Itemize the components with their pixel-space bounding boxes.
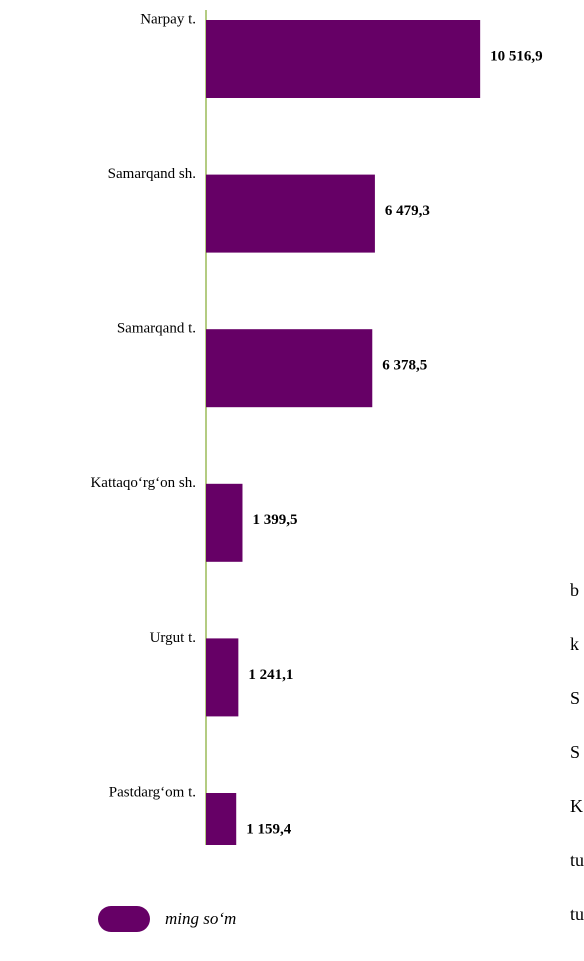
legend-label: ming so‘m bbox=[165, 909, 236, 928]
category-label: Urgut t. bbox=[150, 630, 196, 646]
legend-swatch bbox=[98, 906, 150, 932]
data-label: 1 159,4 bbox=[246, 821, 292, 837]
side-text: b bbox=[570, 580, 579, 600]
bar bbox=[206, 20, 481, 98]
side-text: k bbox=[570, 634, 579, 654]
category-label: Samarqand t. bbox=[117, 321, 196, 337]
category-label: Narpay t. bbox=[140, 11, 196, 27]
bar bbox=[206, 174, 375, 253]
data-label: 1 241,1 bbox=[248, 667, 293, 683]
side-text: tu bbox=[570, 904, 584, 924]
category-label: Samarqand sh. bbox=[108, 166, 196, 182]
bar bbox=[206, 638, 239, 717]
data-label: 1 399,5 bbox=[252, 512, 297, 528]
data-label: 6 479,3 bbox=[385, 203, 430, 219]
plot bbox=[206, 20, 481, 845]
category-label: Pastdarg‘om t. bbox=[109, 784, 196, 800]
category-label: Kattaqo‘rg‘on sh. bbox=[90, 475, 196, 491]
side-text: tu bbox=[570, 850, 584, 870]
bar bbox=[206, 483, 243, 562]
data-label: 10 516,9 bbox=[490, 48, 542, 64]
bar bbox=[206, 793, 237, 845]
side-text: S bbox=[570, 742, 580, 762]
data-label: 6 378,5 bbox=[382, 358, 427, 374]
side-text: K bbox=[570, 796, 583, 816]
bar bbox=[206, 329, 373, 408]
side-text: S bbox=[570, 688, 580, 708]
